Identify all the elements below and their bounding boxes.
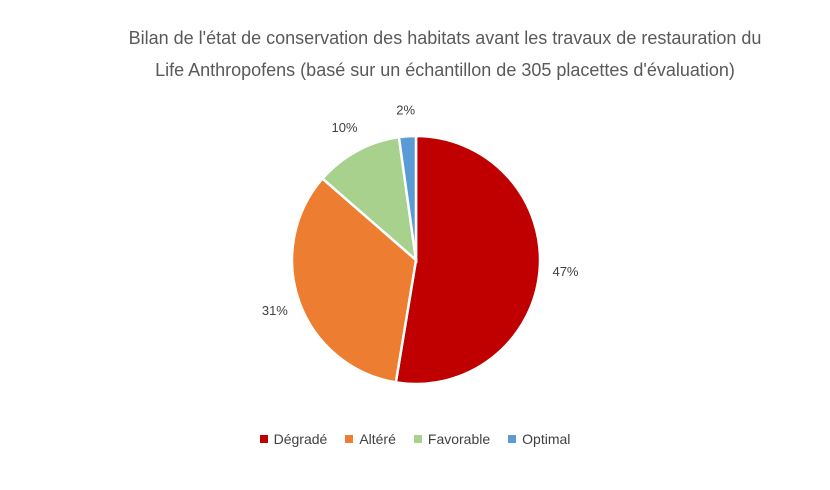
- legend-label: Dégradé: [273, 431, 328, 447]
- legend-swatch: [413, 435, 422, 443]
- pie-slice-optimal: [397, 134, 418, 261]
- legend-label: Altéré: [359, 431, 396, 447]
- pie-slice-favorable: [320, 135, 418, 264]
- legend-item-altéré: Altéré: [345, 431, 396, 447]
- chart-title-line-2: Life Anthropofens (basé sur un échantill…: [155, 60, 735, 80]
- legend-item-favorable: Favorable: [413, 431, 491, 447]
- legend-swatch: [508, 435, 517, 443]
- legend-swatch: [259, 435, 268, 443]
- pie-slice-altéré: [290, 176, 418, 384]
- legend-item-optimal: Optimal: [508, 431, 570, 447]
- legend-item-dégradé: Dégradé: [259, 431, 328, 447]
- data-label-favorable: 10%: [332, 120, 358, 135]
- chart-legend: Dégradé Altéré Favorable Optimal: [0, 431, 830, 447]
- legend-label: Favorable: [427, 431, 491, 447]
- chart-title-line-1: Bilan de l'état de conservation des habi…: [128, 28, 762, 48]
- data-label-altéré: 31%: [262, 303, 288, 318]
- chart-title: Bilan de l'état de conservation des habi…: [100, 22, 790, 86]
- data-label-dégradé: 47%: [552, 264, 578, 279]
- data-label-optimal: 2%: [396, 102, 415, 117]
- legend-swatch: [345, 435, 354, 443]
- legend-label: Optimal: [522, 431, 571, 447]
- pie-slice-dégradé: [394, 134, 542, 386]
